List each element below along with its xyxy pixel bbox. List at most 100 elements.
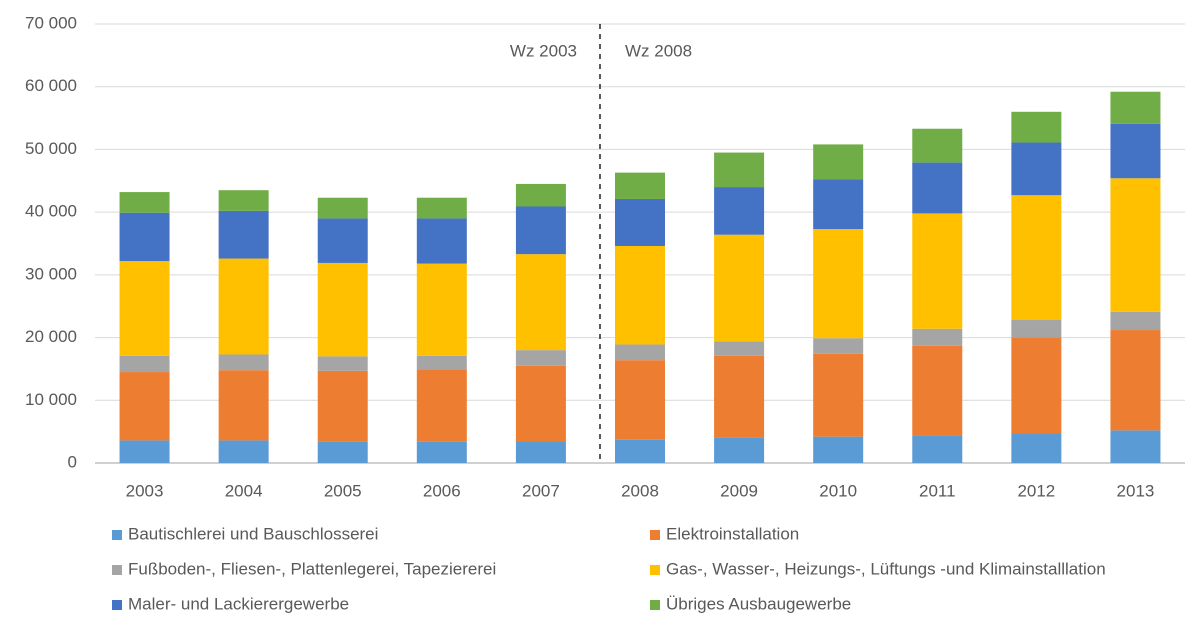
- bar-segment: [912, 213, 963, 329]
- annotation: Wz 2008: [625, 41, 692, 60]
- bar-segment: [515, 183, 566, 207]
- bar-segment: [515, 206, 566, 255]
- x-tick-label: 2007: [522, 481, 560, 500]
- legend-label: Gas-, Wasser-, Heizungs-, Lüftungs -und …: [666, 559, 1106, 578]
- bar-segment: [416, 218, 467, 264]
- x-tick-label: 2010: [819, 481, 857, 500]
- bar-segment: [714, 234, 765, 342]
- bar-segment: [714, 355, 765, 438]
- bar-segment: [1110, 123, 1161, 179]
- bar-segment: [317, 197, 368, 219]
- legend-label: Bautischlerei und Bauschlosserei: [128, 524, 378, 543]
- bar-segment: [515, 254, 566, 351]
- bar-segment: [119, 261, 170, 356]
- y-tick-label: 50 000: [25, 139, 77, 158]
- x-tick-label: 2012: [1017, 481, 1055, 500]
- bar-segment: [1011, 320, 1062, 338]
- bar-segment: [218, 440, 269, 463]
- bar-segment: [714, 437, 765, 463]
- bar-segment: [218, 190, 269, 211]
- bar-segment: [615, 246, 665, 345]
- bar-segment: [1011, 195, 1062, 321]
- bar-segment: [813, 144, 864, 180]
- bar-segment: [1110, 330, 1161, 431]
- bar-segment: [218, 258, 269, 355]
- bar-segment: [912, 162, 963, 214]
- bar-segment: [515, 441, 566, 463]
- bar-segment: [615, 360, 665, 440]
- bar-segment: [1110, 430, 1161, 463]
- bar-segment: [714, 341, 765, 356]
- bar-segment: [912, 435, 963, 463]
- bar-segment: [813, 353, 864, 437]
- bar-segment: [1110, 178, 1161, 312]
- y-tick-label: 70 000: [25, 13, 77, 32]
- bar-segment: [416, 441, 467, 463]
- bar-segment: [317, 218, 368, 263]
- bar-segment: [317, 262, 368, 357]
- x-tick-label: 2008: [621, 481, 659, 500]
- bar-segment: [218, 210, 269, 259]
- bar-segment: [1011, 111, 1062, 143]
- bar-segment: [317, 370, 368, 442]
- bar-segment: [813, 229, 864, 339]
- bar-segment: [615, 344, 665, 361]
- bar-segment: [119, 212, 170, 262]
- bar-segment: [813, 436, 864, 463]
- y-tick-label: 60 000: [25, 76, 77, 95]
- bar-segment: [1011, 142, 1062, 196]
- legend-label: Elektroinstallation: [666, 524, 799, 543]
- bar-segment: [416, 263, 467, 356]
- y-tick-label: 30 000: [25, 264, 77, 283]
- x-tick-label: 2011: [919, 481, 956, 500]
- legend-swatch: [650, 530, 660, 540]
- bar-segment: [317, 441, 368, 463]
- bar-segment: [912, 345, 963, 436]
- bar-segment: [218, 354, 269, 371]
- bar-segment: [1011, 337, 1062, 434]
- bar-segment: [813, 179, 864, 230]
- legend-swatch: [650, 600, 660, 610]
- y-tick-label: 40 000: [25, 202, 77, 221]
- bar-segment: [912, 128, 963, 163]
- bar-segment: [813, 338, 864, 354]
- y-tick-label: 20 000: [25, 327, 77, 346]
- x-tick-label: 2004: [225, 481, 263, 500]
- legend-swatch: [112, 600, 122, 610]
- bar-segment: [1011, 433, 1062, 463]
- bar-segment: [714, 187, 765, 235]
- legend-label: Fußboden-, Fliesen-, Plattenlegerei, Tap…: [128, 559, 496, 578]
- x-tick-label: 2005: [324, 481, 362, 500]
- bar-segment: [615, 198, 665, 247]
- bar-segment: [119, 192, 170, 213]
- bar-segment: [1110, 91, 1161, 124]
- bar-segment: [416, 197, 467, 219]
- bar-segment: [218, 370, 269, 441]
- annotation: Wz 2003: [510, 41, 577, 60]
- legend-label: Maler- und Lackierergewerbe: [128, 594, 349, 613]
- bar-segment: [615, 172, 665, 199]
- legend-swatch: [650, 565, 660, 575]
- legend-label: Übriges Ausbaugewerbe: [666, 594, 851, 613]
- bar-segment: [1110, 311, 1161, 331]
- bar-segment: [416, 355, 467, 370]
- bar-segment: [714, 152, 765, 188]
- x-tick-label: 2006: [423, 481, 461, 500]
- y-tick-label: 0: [68, 452, 77, 471]
- bar-segment: [119, 372, 170, 441]
- x-tick-label: 2003: [126, 481, 164, 500]
- bar-segment: [912, 328, 963, 346]
- bar-segment: [615, 439, 665, 463]
- legend-swatch: [112, 565, 122, 575]
- x-tick-label: 2009: [720, 481, 758, 500]
- bar-segment: [119, 355, 170, 373]
- bar-segment: [317, 356, 368, 371]
- bar-segment: [515, 350, 566, 366]
- x-tick-label: 2013: [1117, 481, 1155, 500]
- bar-segment: [119, 440, 170, 463]
- bar-segment: [416, 369, 467, 442]
- bar-segment: [515, 365, 566, 442]
- legend-swatch: [112, 530, 122, 540]
- y-tick-label: 10 000: [25, 390, 77, 409]
